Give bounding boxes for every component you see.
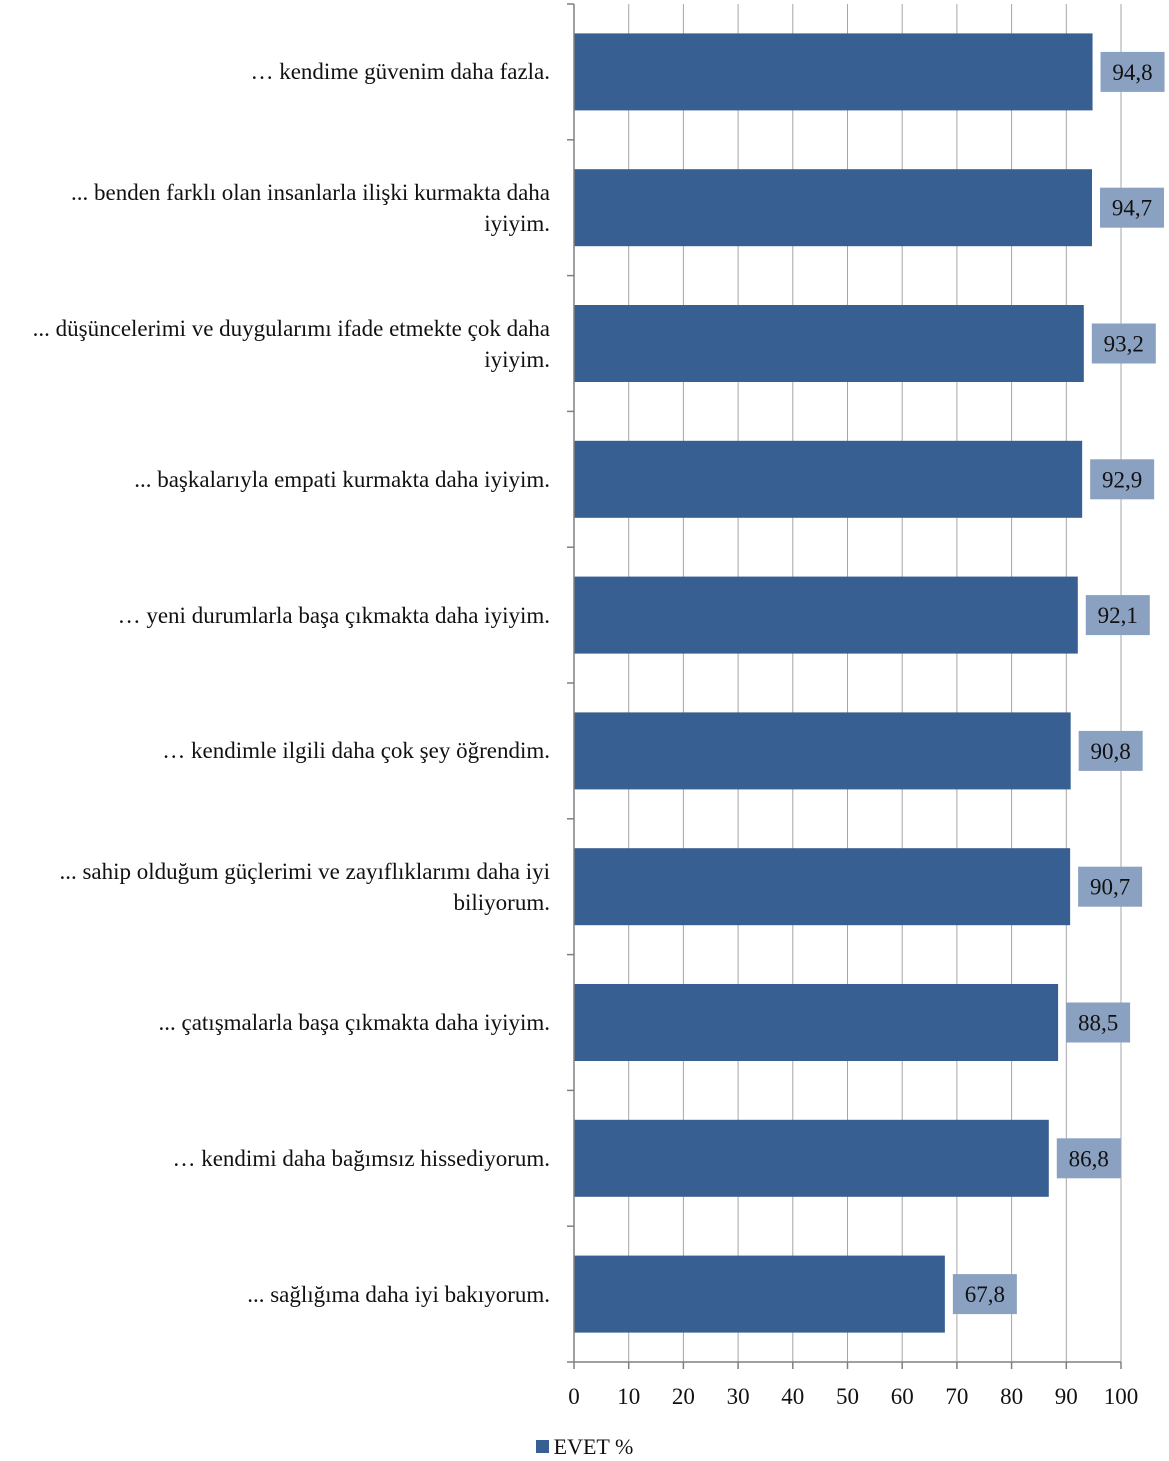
data-label-box bbox=[1085, 595, 1150, 636]
bar bbox=[574, 440, 1083, 518]
x-tick-label: 30 bbox=[727, 1384, 750, 1409]
data-label-box bbox=[1078, 730, 1143, 771]
bar bbox=[574, 33, 1093, 111]
x-tick-label: 60 bbox=[891, 1384, 914, 1409]
x-tick-label: 40 bbox=[781, 1384, 804, 1409]
x-tick-label: 100 bbox=[1104, 1384, 1139, 1409]
data-label: 90,8 bbox=[1091, 739, 1131, 764]
x-tick-label: 50 bbox=[836, 1384, 859, 1409]
category-label: ... başkalarıyla empati kurmakta daha iy… bbox=[134, 466, 550, 492]
bar bbox=[574, 1255, 945, 1333]
legend: EVET % bbox=[0, 1434, 1169, 1460]
category-label: ... benden farklı olan insanlarla ilişki… bbox=[70, 179, 550, 236]
bar bbox=[574, 169, 1093, 247]
bars bbox=[574, 33, 1093, 1333]
bar bbox=[574, 848, 1071, 926]
data-label-box bbox=[1090, 459, 1155, 500]
data-label: 92,1 bbox=[1098, 603, 1138, 628]
data-label-box bbox=[1056, 1138, 1121, 1179]
data-label-box bbox=[1078, 866, 1143, 907]
category-label: … kendimi daha bağımsız hissediyorum. bbox=[172, 1145, 550, 1171]
data-label: 67,8 bbox=[965, 1282, 1005, 1307]
category-label: … kendimle ilgili daha çok şey öğrendim. bbox=[162, 738, 550, 764]
category-label: ... sahip olduğum güçlerimi ve zayıflıkl… bbox=[59, 858, 550, 915]
legend-swatch bbox=[535, 1440, 549, 1453]
x-tick-label: 90 bbox=[1055, 1384, 1078, 1409]
bar bbox=[574, 305, 1084, 382]
data-label: 90,7 bbox=[1090, 875, 1130, 900]
bar bbox=[574, 984, 1059, 1061]
data-label: 93,2 bbox=[1104, 332, 1144, 357]
category-label: ... sağlığıma daha iyi bakıyorum. bbox=[247, 1281, 550, 1307]
data-label-box bbox=[1100, 51, 1165, 92]
bar bbox=[574, 576, 1078, 654]
x-tick-labels: 0 10 20 30 40 50 60 70 80 90 100 bbox=[568, 1384, 1138, 1409]
bar bbox=[574, 712, 1071, 790]
data-label-box bbox=[1100, 187, 1165, 228]
data-label: 94,8 bbox=[1112, 60, 1152, 85]
data-label: 86,8 bbox=[1069, 1146, 1109, 1171]
x-tick-label: 70 bbox=[945, 1384, 968, 1409]
x-tick-label: 0 bbox=[568, 1384, 580, 1409]
data-label: 94,7 bbox=[1112, 196, 1152, 221]
axes bbox=[567, 3, 1122, 1369]
category-label: ... düşüncelerimi ve duygularımı ifade e… bbox=[32, 315, 550, 372]
category-label: ... çatışmalarla başa çıkmakta daha iyiy… bbox=[158, 1010, 551, 1035]
data-label: 88,5 bbox=[1078, 1011, 1118, 1036]
data-label-box bbox=[1091, 323, 1156, 364]
data-label: 92,9 bbox=[1102, 467, 1142, 492]
bar bbox=[574, 1119, 1049, 1197]
legend-label: EVET % bbox=[553, 1434, 634, 1459]
category-label: … kendime güvenim daha fazla. bbox=[250, 59, 550, 85]
x-tick-label: 20 bbox=[672, 1384, 695, 1409]
category-label: … yeni durumlarla başa çıkmakta daha iyi… bbox=[117, 602, 550, 628]
data-label-box bbox=[952, 1274, 1017, 1315]
x-tick-label: 10 bbox=[617, 1384, 640, 1409]
data-labels: 94,8 94,7 93,2 92,9 92,1 90,8 90,7 88,5 86,8 67,8 bbox=[952, 51, 1165, 1315]
x-tick-label: 80 bbox=[1000, 1384, 1023, 1409]
data-label-box bbox=[1066, 1002, 1131, 1043]
